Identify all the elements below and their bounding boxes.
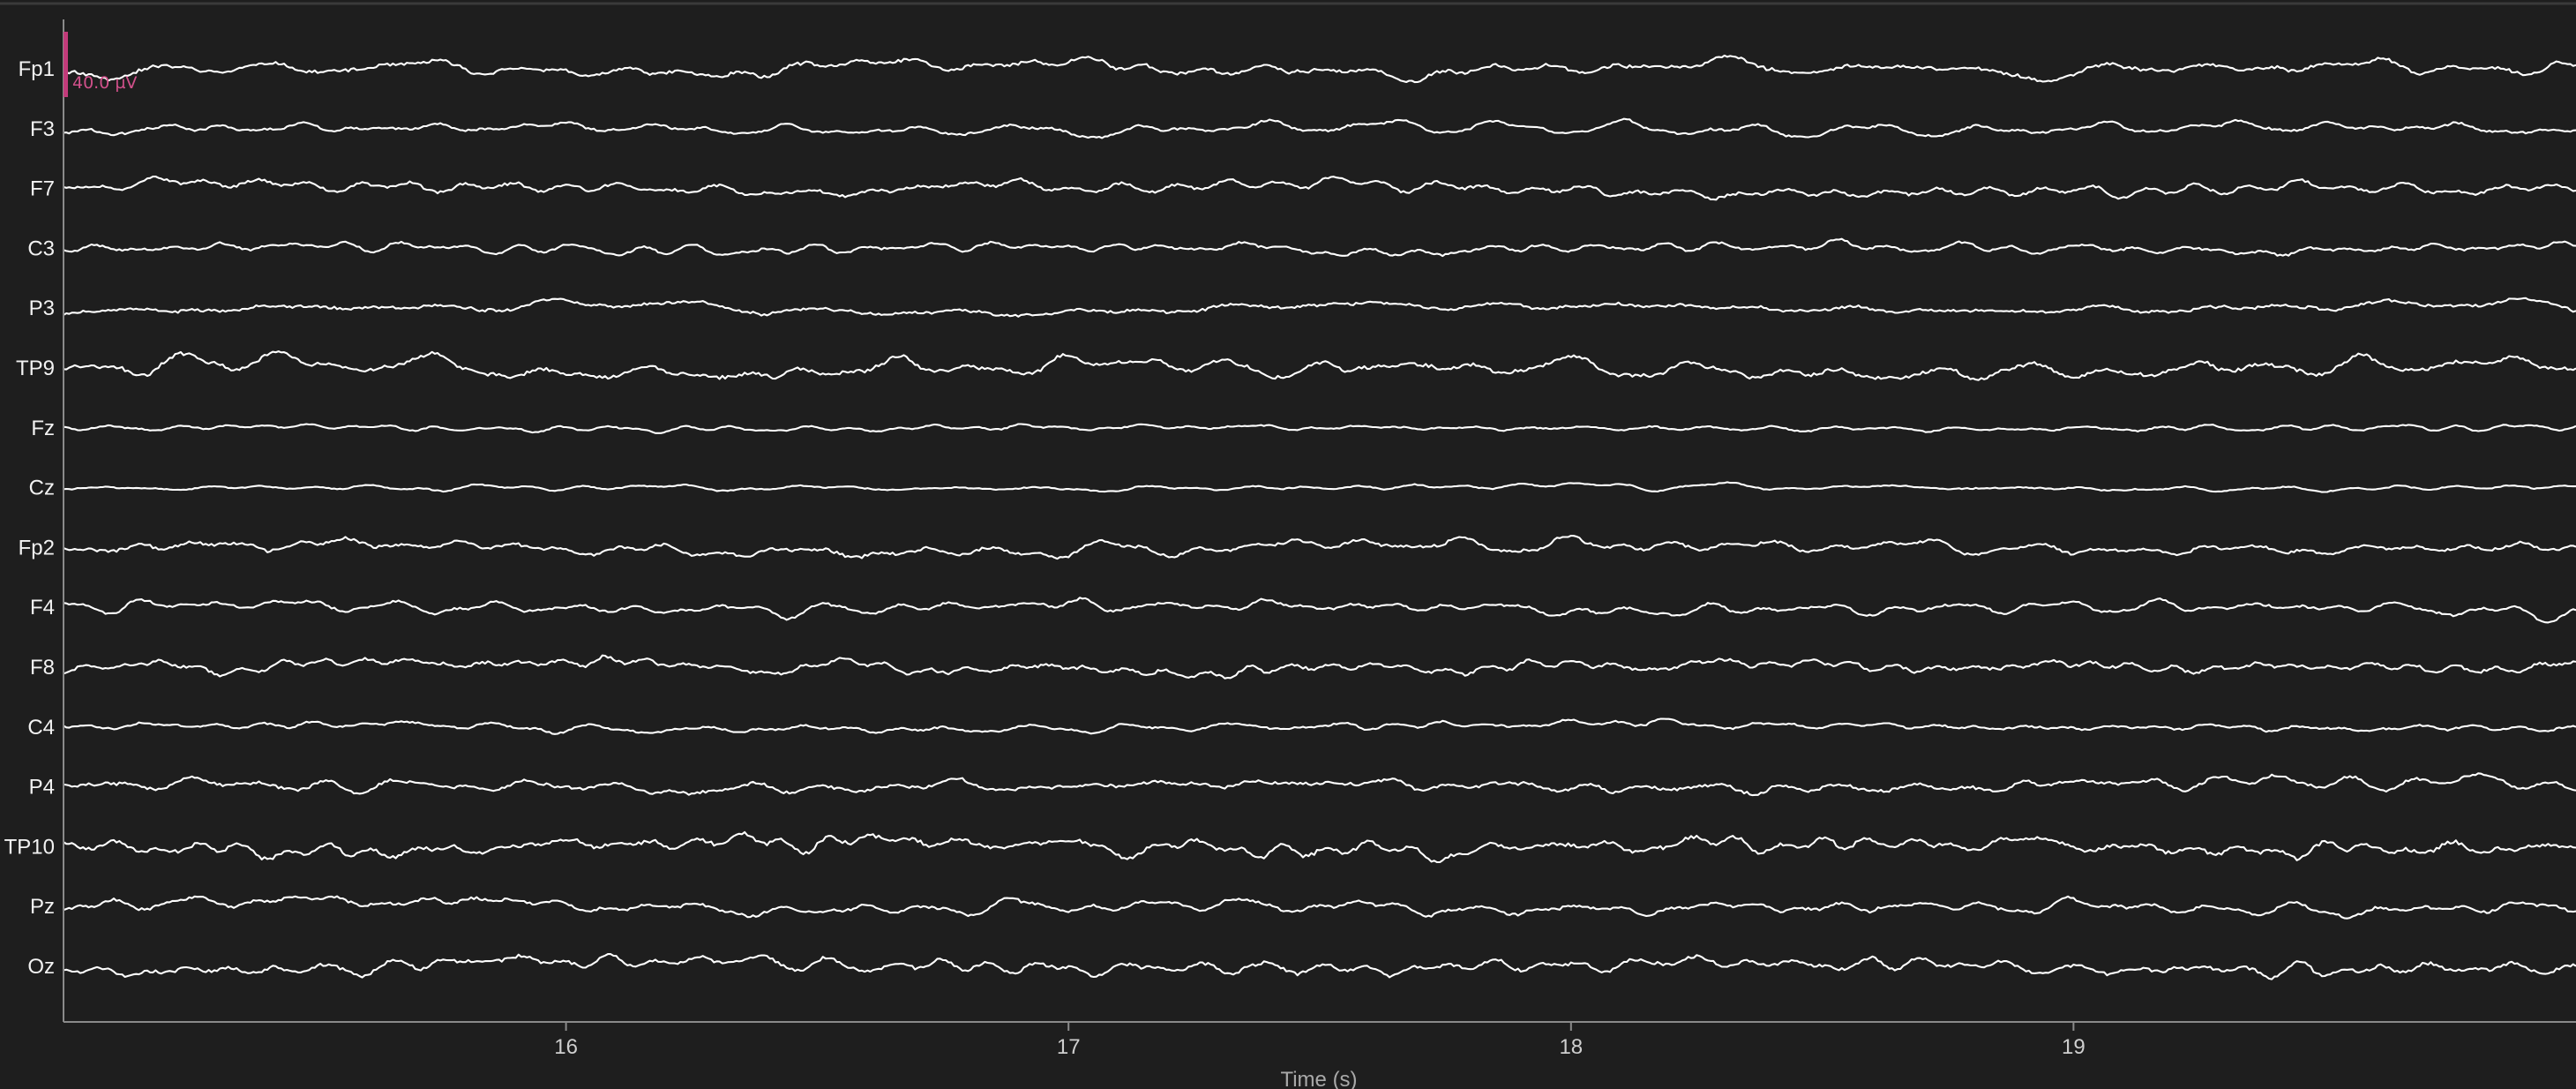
trace-tp10 bbox=[63, 830, 2576, 864]
channel-label-f3: F3 bbox=[30, 117, 55, 141]
channel-label-fp1: Fp1 bbox=[19, 57, 55, 81]
trace-f8 bbox=[63, 654, 2576, 680]
channel-label-f7: F7 bbox=[30, 177, 55, 201]
trace-fp1 bbox=[64, 54, 2576, 84]
trace-fp2 bbox=[63, 534, 2576, 560]
channel-label-fp2: Fp2 bbox=[19, 536, 55, 560]
channel-label-f8: F8 bbox=[30, 656, 55, 680]
channel-label-cz: Cz bbox=[29, 477, 55, 500]
trace-f7 bbox=[63, 175, 2576, 201]
channel-label-pz: Pz bbox=[30, 895, 55, 919]
trace-f4 bbox=[63, 597, 2576, 624]
trace-c4 bbox=[63, 717, 2576, 735]
trace-c3 bbox=[63, 237, 2576, 258]
trace-group bbox=[63, 54, 2576, 980]
channel-label-p4: P4 bbox=[29, 776, 55, 800]
trace-cz bbox=[63, 481, 2576, 493]
channel-label-group: Fp1 F3 F7 C3 P3 TP9 Fz Cz Fp2 F4 F8 C4 P4 TP10 Pz Oz bbox=[4, 57, 55, 979]
x-tick-label: 18 bbox=[1559, 1035, 1583, 1059]
channel-label-tp9: TP9 bbox=[16, 357, 55, 380]
channel-label-fz: Fz bbox=[31, 417, 55, 440]
channel-label-f4: F4 bbox=[30, 596, 55, 620]
channel-label-tp10: TP10 bbox=[4, 835, 55, 859]
trace-f3 bbox=[63, 117, 2576, 139]
scale-bar-label: 40.0 µV bbox=[72, 73, 137, 93]
scale-bar: 40.0 µV bbox=[64, 32, 137, 97]
trace-oz bbox=[63, 953, 2576, 980]
trace-pz bbox=[63, 895, 2576, 920]
x-tick-group: 16 17 18 19 bbox=[554, 1022, 2086, 1059]
trace-p3 bbox=[63, 297, 2576, 318]
x-tick-label: 16 bbox=[554, 1035, 578, 1059]
x-tick-label: 17 bbox=[1057, 1035, 1081, 1059]
trace-p4 bbox=[63, 772, 2576, 797]
channel-label-c3: C3 bbox=[27, 237, 55, 260]
axes-group bbox=[63, 19, 2576, 1023]
channel-label-p3: P3 bbox=[29, 297, 55, 320]
channel-label-oz: Oz bbox=[27, 955, 55, 979]
trace-tp9 bbox=[63, 350, 2576, 381]
trace-fz bbox=[63, 423, 2576, 434]
channel-label-c4: C4 bbox=[27, 716, 55, 740]
x-tick-label: 19 bbox=[2062, 1035, 2086, 1059]
x-axis-title: Time (s) bbox=[1280, 1068, 1357, 1089]
scale-bar-line bbox=[64, 32, 68, 97]
